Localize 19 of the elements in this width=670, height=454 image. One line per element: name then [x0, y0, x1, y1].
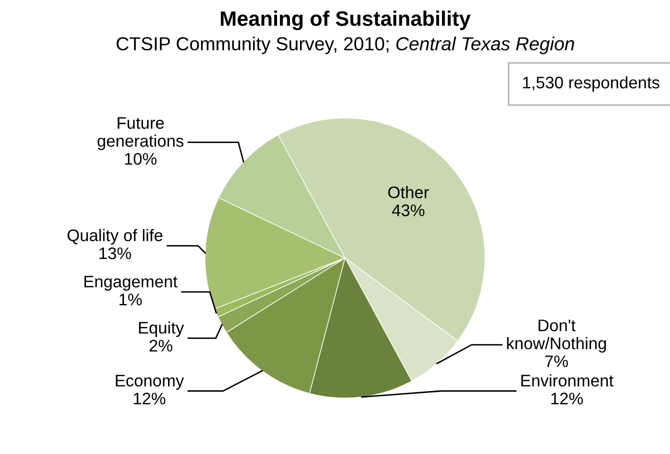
- chart-subtitle: CTSIP Community Survey, 2010; Central Texas Region: [116, 36, 574, 54]
- data-label: 7%: [545, 355, 568, 368]
- data-label: 13%: [100, 247, 132, 260]
- slice-label: Future generations: [98, 117, 184, 150]
- slice-label: Don't know/Nothing: [507, 320, 606, 353]
- slice-label: Environment: [521, 374, 614, 386]
- data-label: 10%: [125, 152, 157, 165]
- data-label: 2%: [150, 340, 172, 352]
- text: 1,530 respondents: [523, 76, 660, 92]
- data-label: 12%: [551, 392, 583, 404]
- slice-label: Other: [388, 186, 429, 198]
- data-label: 43%: [392, 204, 424, 216]
- slice-label: Engagement: [84, 276, 178, 291]
- data-label: 1%: [120, 294, 142, 306]
- slice-label: Equity: [139, 321, 184, 337]
- slice-label: Quality of life: [68, 229, 162, 245]
- data-label: 12%: [134, 392, 166, 404]
- slice-label: Economy: [116, 374, 184, 390]
- chart-title: Meaning of Sustainability: [220, 10, 471, 30]
